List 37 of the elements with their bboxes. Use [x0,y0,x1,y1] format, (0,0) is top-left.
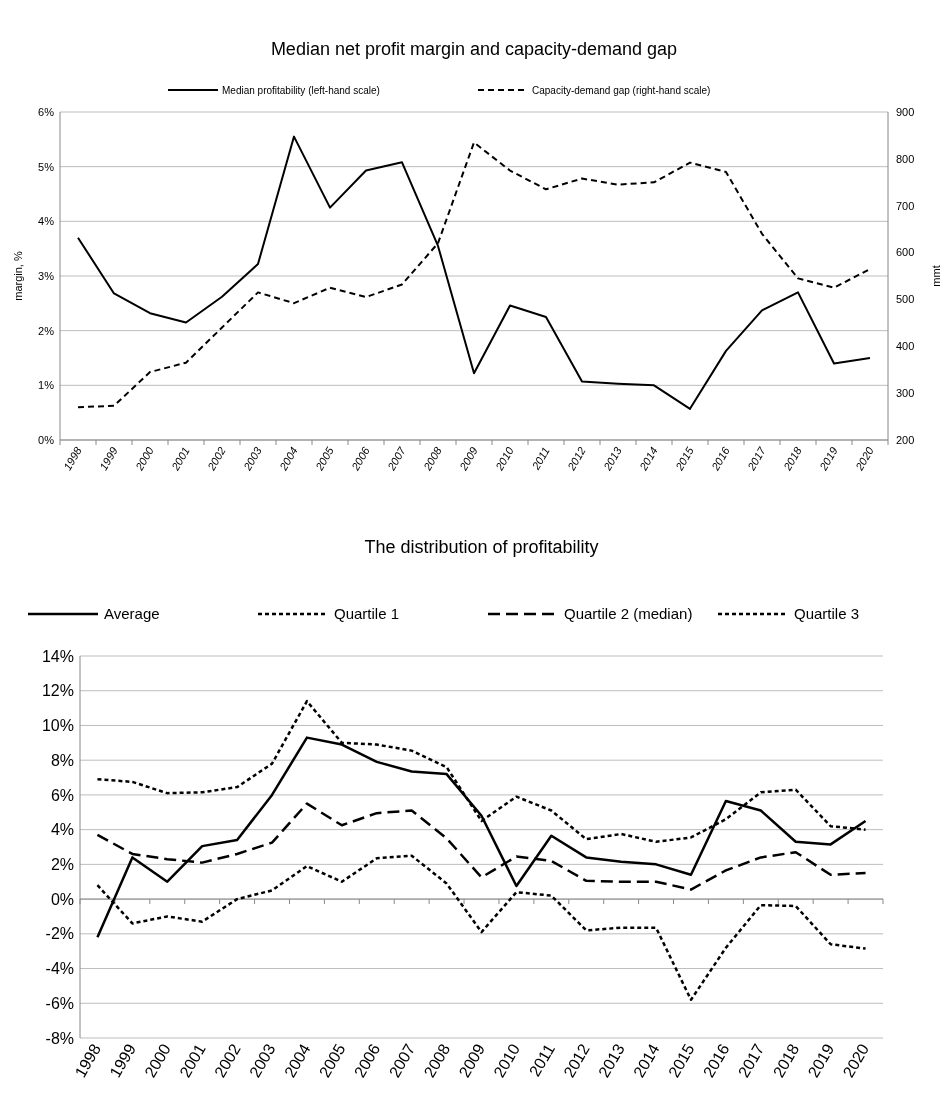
y2-tick-label: 700 [896,199,915,212]
y-tick-label: 5% [38,160,55,173]
chart-title: Median net profit margin and capacity-demand gap [270,39,678,59]
y2-tick-label: 800 [896,152,915,165]
legend-label: Quartile 3 [794,605,860,623]
legend-label: Median profitability (left-hand scale) [222,84,380,96]
y2-tick-label: 300 [896,386,915,399]
y-tick-label: -8% [45,1029,74,1047]
y2-tick-label: 500 [896,293,915,306]
y-tick-label: 4% [50,821,74,839]
y-tick-label: 3% [38,269,55,282]
y-tick-label: 6% [38,105,55,118]
y2-axis-title: mmt [930,265,942,287]
legend-label: Quartile 2 (median) [564,605,693,623]
legend-label: Average [104,605,160,623]
y-tick-label: 4% [38,215,55,228]
y-tick-label: 6% [50,786,74,804]
y-axis-title: margin, % [12,251,24,301]
y-tick-label: 2% [38,324,55,337]
y-tick-label: 0% [38,433,55,446]
legend-label: Capacity-demand gap (right-hand scale) [532,84,711,96]
y-tick-label: -4% [45,960,74,978]
legend-label: Quartile 1 [334,605,400,623]
y-tick-label: 10% [41,717,74,735]
y-tick-label: 14% [41,647,74,665]
y-tick-label: 1% [38,379,55,392]
y2-tick-label: 200 [896,433,915,446]
y2-tick-label: 600 [896,246,915,259]
chart-title: The distribution of profitability [364,537,599,557]
y-tick-label: 2% [50,855,74,873]
y-tick-label: -2% [45,925,74,943]
y-tick-label: -6% [45,994,74,1012]
y2-tick-label: 400 [896,340,915,353]
y-tick-label: 12% [41,682,74,700]
y-tick-label: 8% [50,751,74,769]
y2-tick-label: 900 [896,105,915,118]
y-tick-label: 0% [50,890,74,908]
